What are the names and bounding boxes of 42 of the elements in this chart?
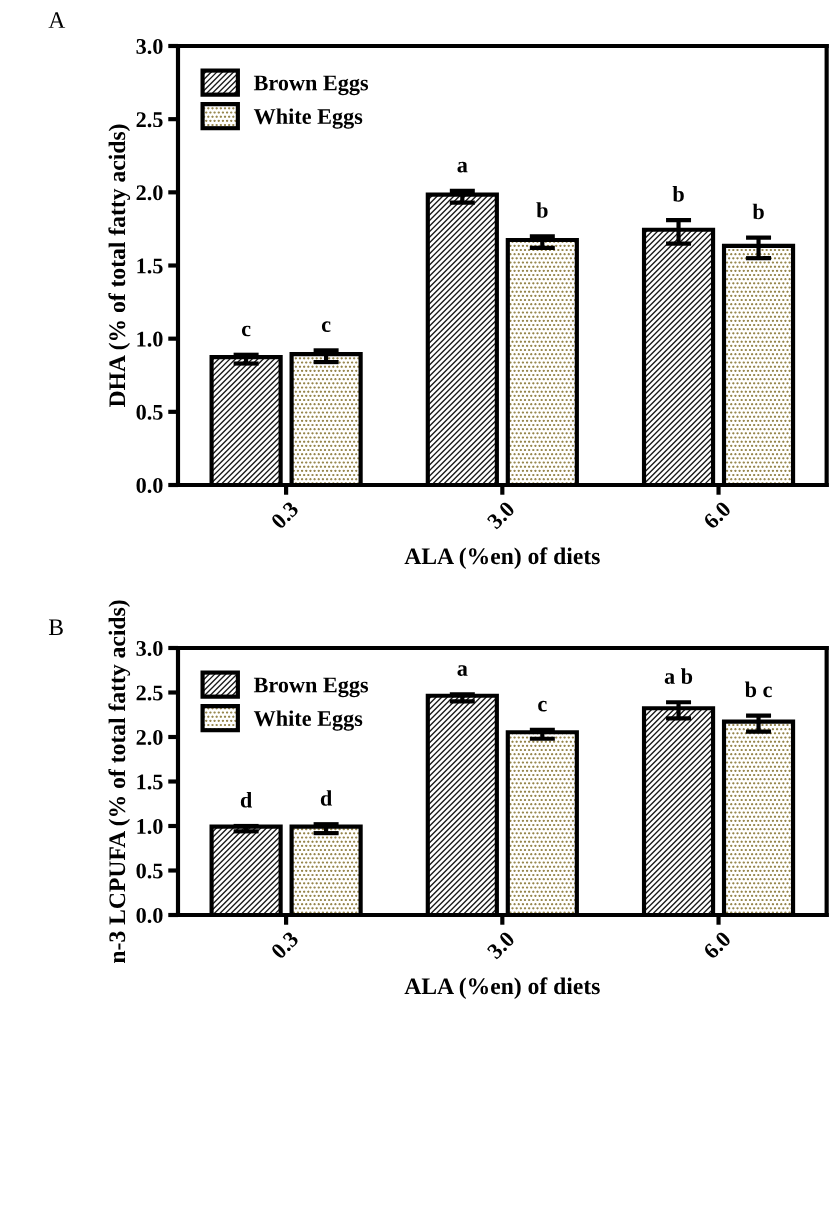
annotation: a	[457, 161, 468, 173]
x-axis-title: ALA (%en) of diets	[404, 977, 600, 1000]
y-tick-label: 1.5	[137, 258, 163, 274]
x-tick-label: 6.0	[702, 500, 732, 530]
y-tick-label: 1.0	[137, 331, 163, 347]
legend-label: Brown Eggs	[253, 75, 369, 96]
y-tick-label: 2.5	[136, 112, 163, 128]
y-tick-label: 2.5	[136, 685, 163, 701]
x-tick-label: 3.0	[486, 930, 516, 960]
y-axis-title: DHA (% of total fatty acids)	[108, 124, 131, 408]
legend-label: Brown Eggs	[253, 677, 369, 698]
chart-title: A	[48, 12, 66, 28]
annotation: b	[672, 186, 684, 202]
annotation: a	[457, 665, 468, 676]
x-tick-label: 0.3	[270, 500, 300, 530]
annotation: d	[240, 791, 253, 808]
chart-title: B	[48, 619, 63, 636]
annotation: c	[241, 325, 251, 337]
annotation: c	[538, 700, 547, 712]
y-tick-label: 2.0	[136, 729, 163, 746]
annotation: b c	[744, 681, 772, 698]
annotation: a b	[664, 668, 693, 684]
y-tick-label: 1.5	[137, 774, 163, 790]
legend-label: White Eggs	[253, 710, 363, 731]
annotation: b	[536, 202, 548, 218]
x-tick-label: 0.3	[270, 930, 300, 960]
x-axis-title: ALA (%en) of diets	[404, 547, 600, 570]
y-tick-label: 0.5	[136, 404, 163, 420]
y-tick-label: 3.0	[136, 640, 163, 657]
y-tick-label: 0.0	[136, 477, 163, 494]
x-tick-label: 6.0	[702, 930, 732, 960]
legend-label: White Eggs	[253, 108, 363, 129]
annotation: d	[320, 790, 333, 806]
x-tick-label: 3.0	[486, 500, 516, 530]
annotation: b	[752, 203, 764, 220]
y-tick-label: 0.5	[136, 863, 163, 879]
y-tick-label: 2.0	[136, 185, 163, 201]
y-axis-title: n-3 LCPUFA (% of total fatty acids)	[108, 600, 131, 963]
annotation: c	[321, 321, 331, 332]
y-tick-label: 0.0	[136, 907, 163, 924]
y-tick-label: 3.0	[136, 38, 163, 55]
y-tick-label: 1.0	[137, 818, 163, 835]
